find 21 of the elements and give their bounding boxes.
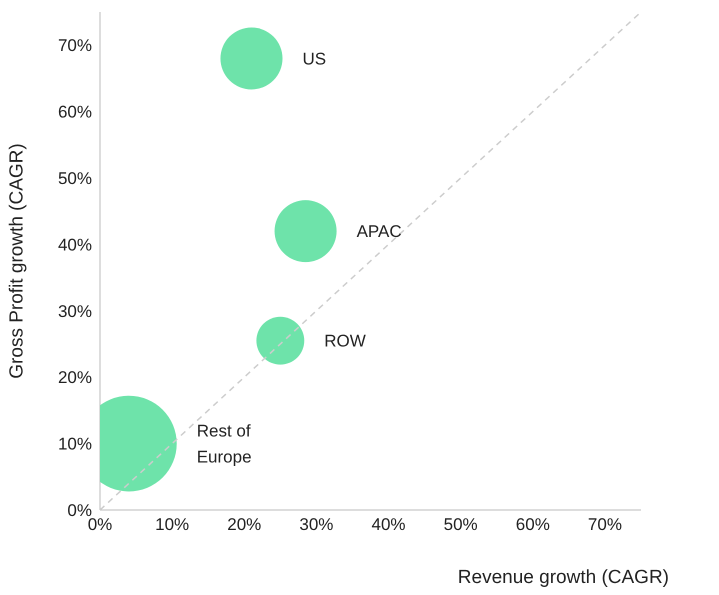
series-label: ROW [324,331,366,350]
y-tick-label: 40% [58,235,92,254]
y-axis-title: Gross Profit growth (CAGR) [6,143,28,379]
x-tick-label: 70% [588,515,622,534]
y-tick-label: 20% [58,368,92,388]
y-tick-label: 60% [58,102,92,122]
y-tick-label: 10% [58,434,92,454]
y-tick-label: 30% [58,302,92,321]
x-tick-label: 30% [299,515,334,534]
x-axis-title: Revenue growth (CAGR) [458,567,669,588]
x-tick-label: 0% [88,515,112,534]
series-label: Rest of Europe [196,421,252,466]
y-tick-label: 70% [58,36,92,56]
series-label: APAC [356,222,402,241]
x-tick-label: 60% [516,515,550,534]
x-tick-label: 10% [155,515,190,534]
x-tick-label: 50% [444,515,478,534]
y-tick-label: 50% [58,169,92,188]
x-tick-label: 20% [227,515,262,534]
x-tick-label: 40% [372,515,406,534]
series-label: US [302,48,326,68]
